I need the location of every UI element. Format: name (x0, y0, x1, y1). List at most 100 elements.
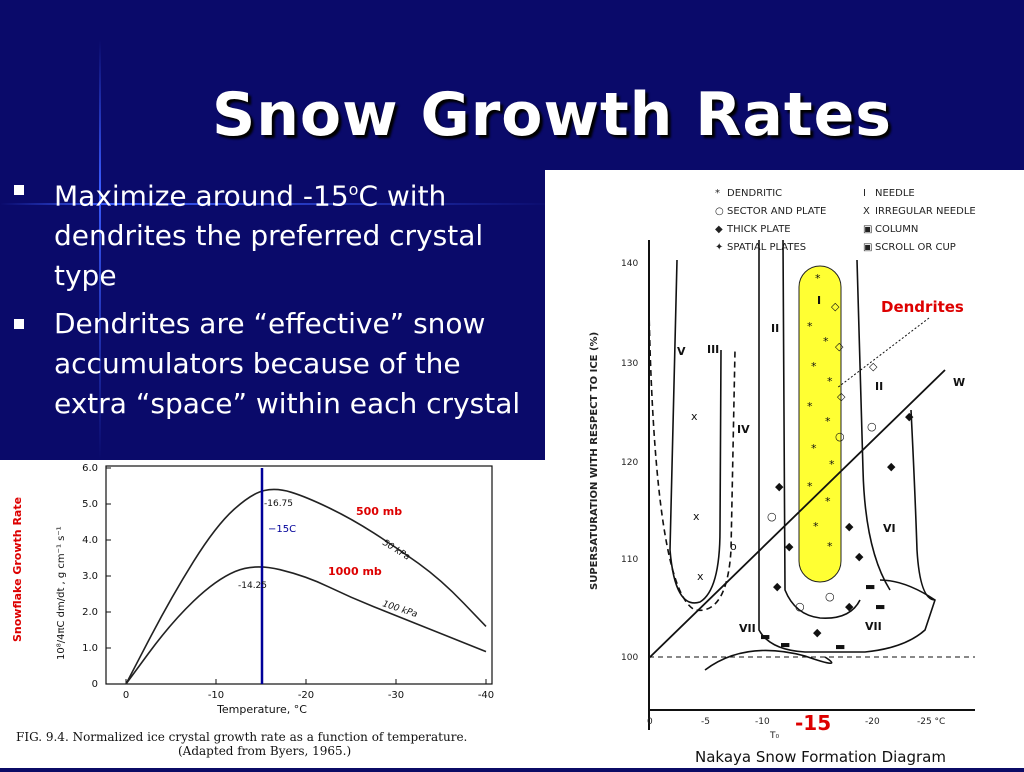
growth-ytick: 6.0 (82, 463, 98, 474)
region-label: VI (883, 522, 896, 535)
svg-text:COLUMN: COLUMN (875, 224, 918, 235)
svg-text:x: x (697, 570, 704, 583)
svg-text:◆: ◆ (887, 460, 896, 473)
nakaya-xtick: 0 (647, 717, 653, 727)
svg-text:◆: ◆ (773, 580, 782, 593)
svg-text:○: ○ (767, 510, 777, 523)
growth-xtick: -40 (478, 690, 494, 701)
nakaya-highlight-tick: -15 (795, 711, 831, 735)
svg-text:○: ○ (825, 590, 835, 603)
dendrites-label: Dendrites (881, 298, 964, 316)
slide-title: Snow Growth Rates (211, 80, 893, 150)
region-label: III (707, 343, 719, 356)
region-boundary (648, 309, 736, 612)
svg-text:○: ○ (795, 600, 805, 613)
region-label: IV (737, 423, 750, 436)
bullet-square-icon (14, 185, 24, 195)
svg-text:THICK PLATE: THICK PLATE (726, 224, 791, 235)
svg-text:○: ○ (867, 420, 877, 433)
svg-text:*: * (815, 272, 821, 285)
svg-text:*: * (825, 495, 831, 508)
svg-text:*: * (829, 458, 835, 471)
svg-text:◇: ◇ (837, 390, 846, 403)
growth-ytick: 4.0 (82, 535, 98, 546)
nakaya-xtick: -10 (755, 717, 770, 727)
bullet-item: Maximize around -15oC with dendrites the… (14, 170, 534, 296)
growth-side-label: Snowflake Growth Rate (11, 497, 24, 642)
growth-caption-line2: (Adapted from Byers, 1965.) (178, 744, 351, 758)
svg-text:DENDRITIC: DENDRITIC (727, 188, 782, 199)
nakaya-diagram: * DENDRITIC I NEEDLE ○ SECTOR AND PLATE X IR… (545, 170, 1024, 768)
svg-text:x: x (691, 410, 698, 423)
growth-rate-figure: Snowflake Growth Rate 10⁸/4πC dm/dt , g … (0, 460, 545, 768)
region-boundary (704, 649, 833, 671)
curve-50kpa (125, 488, 487, 685)
nakaya-legend: * DENDRITIC I NEEDLE ○ SECTOR AND PLATE X IR… (715, 188, 976, 253)
minus15-label: −15C (268, 524, 296, 535)
region-label: I (817, 294, 821, 307)
svg-text:*: * (813, 520, 819, 533)
growth-curves (125, 488, 487, 685)
svg-text:◆: ◆ (845, 520, 854, 533)
curve-50kpa-label: 50 kPa (380, 538, 411, 563)
svg-text:I: I (863, 188, 866, 199)
nakaya-ytick: 140 (621, 259, 638, 269)
region-label: VII (865, 620, 882, 633)
growth-xtick: -30 (388, 690, 404, 701)
nakaya-ytick: 110 (621, 555, 638, 565)
nakaya-xtick: -5 (701, 717, 710, 727)
svg-text:X: X (863, 206, 870, 217)
region-label: VII (739, 622, 756, 635)
peak-1000-label: -14.25 (238, 581, 267, 591)
growth-ytick: 2.0 (82, 607, 98, 618)
growth-xtick: -20 (298, 690, 314, 701)
svg-text:SPATIAL PLATES: SPATIAL PLATES (727, 242, 806, 253)
svg-text:o: o (730, 540, 737, 553)
decorative-vertical-line (99, 40, 101, 460)
svg-text:◆: ◆ (785, 540, 794, 553)
growth-caption-line1: FIG. 9.4. Normalized ice crystal growth … (16, 730, 467, 744)
svg-text:NEEDLE: NEEDLE (875, 188, 915, 199)
svg-text:*: * (811, 442, 817, 455)
growth-plot-frame (105, 465, 493, 685)
svg-text:▬: ▬ (875, 600, 885, 613)
region-boundary (910, 409, 936, 601)
nakaya-xtick: -25 °C (917, 717, 945, 727)
svg-text:*: * (807, 320, 813, 333)
svg-text:*: * (825, 415, 831, 428)
svg-text:◇: ◇ (869, 360, 878, 373)
bullet-item: Dendrites are “effective” snow accumulat… (14, 304, 534, 424)
label-500mb: 500 mb (356, 505, 402, 518)
svg-text:◆: ◆ (855, 550, 864, 563)
growth-xtick: 0 (123, 690, 129, 701)
growth-ytick: 5.0 (82, 499, 98, 510)
region-boundary (782, 239, 861, 619)
svg-text:SCROLL OR CUP: SCROLL OR CUP (875, 242, 956, 253)
nakaya-caption: Nakaya Snow Formation Diagram (695, 748, 946, 766)
label-1000mb: 1000 mb (328, 565, 382, 578)
svg-text:○: ○ (835, 430, 845, 443)
svg-text:▬: ▬ (760, 630, 770, 643)
region-label: II (771, 322, 779, 335)
svg-text:✦: ✦ (715, 242, 723, 253)
bullet-list: Maximize around -15oC with dendrites the… (14, 170, 534, 432)
svg-text:▬: ▬ (780, 638, 790, 651)
bullet-square-icon (14, 319, 24, 330)
svg-text:◆: ◆ (813, 626, 822, 639)
peak-500-label: -16.75 (264, 499, 293, 509)
water-saturation-line (648, 369, 946, 659)
nakaya-ytick: 100 (621, 653, 638, 663)
svg-text:*: * (823, 335, 829, 348)
nakaya-xtick: -20 (865, 717, 880, 727)
growth-x-label: Temperature, °C (216, 703, 307, 716)
svg-text:◆: ◆ (845, 600, 854, 613)
growth-ytick: 0 (92, 679, 98, 690)
region-boundary (669, 259, 722, 604)
nakaya-x-sub: T₀ (769, 731, 779, 741)
decorative-horizontal-line (0, 203, 560, 205)
svg-text:*: * (811, 360, 817, 373)
svg-text:*: * (807, 480, 813, 493)
svg-text:x: x (693, 510, 700, 523)
growth-ytick: 3.0 (82, 571, 98, 582)
svg-text:◇: ◇ (831, 300, 840, 313)
